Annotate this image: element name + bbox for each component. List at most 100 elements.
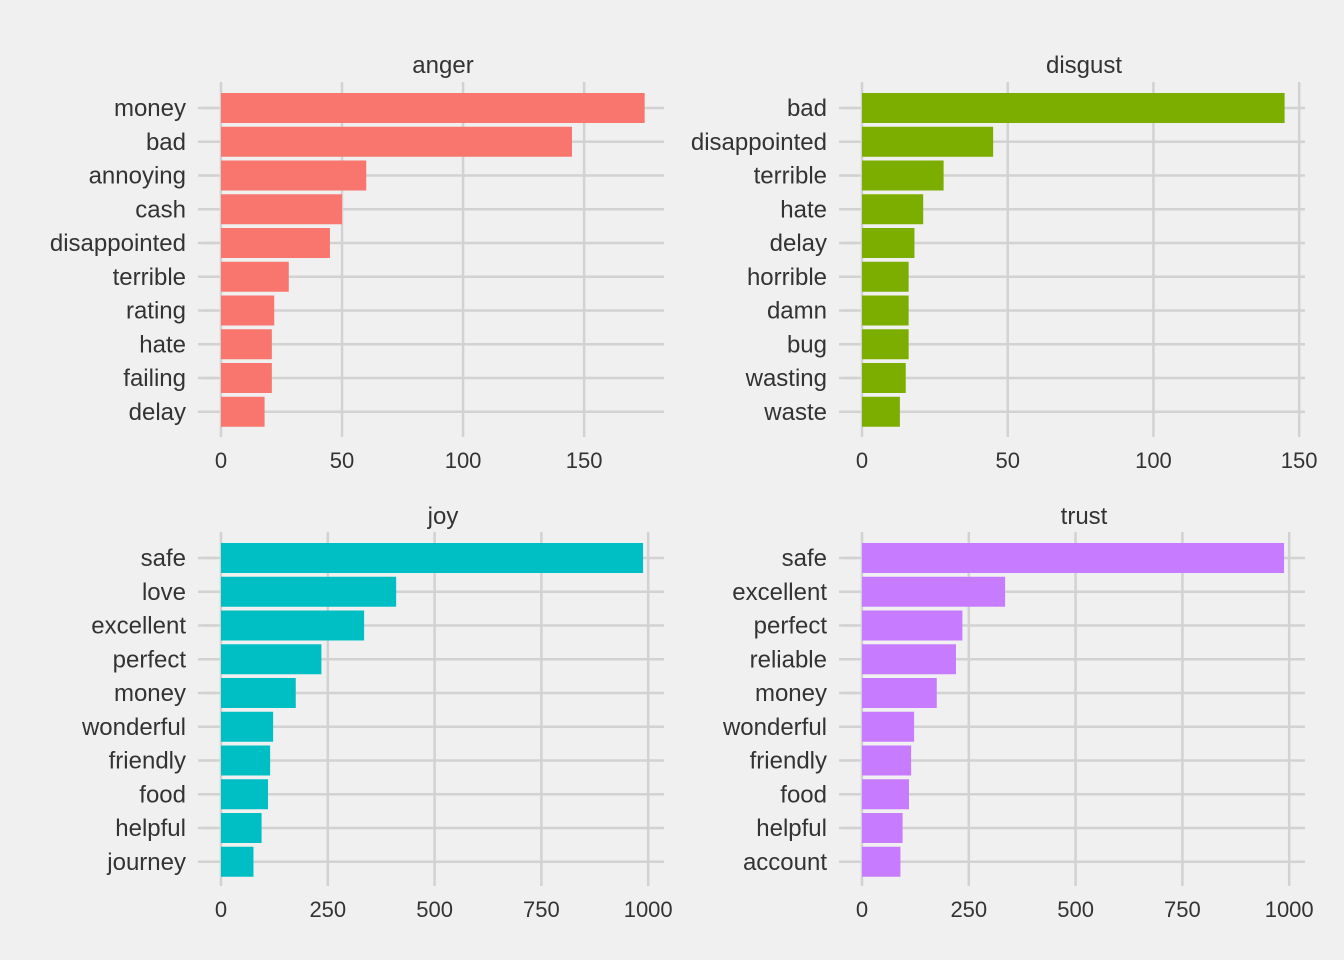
category-label: perfect: [113, 646, 187, 673]
category-label: helpful: [756, 815, 827, 842]
bar-perfect: [862, 610, 963, 641]
bar-wasting: [862, 363, 906, 393]
x-tick-label: 50: [330, 448, 354, 473]
bar-money: [221, 678, 296, 708]
category-label: wonderful: [722, 714, 827, 741]
bar-wonderful: [221, 711, 274, 742]
bar-rating: [221, 295, 275, 326]
category-label: delay: [770, 230, 827, 257]
bar-hate: [862, 194, 924, 225]
x-tick-label: 1000: [1265, 897, 1314, 922]
facet-panel-trust: trust 0 250 500 750 1000 safe excellent perfect r…: [722, 503, 1314, 922]
facet-title: anger: [412, 52, 473, 79]
facet-panel-anger: anger 0 50 100 150 money bad annoying cash disapp…: [50, 52, 664, 473]
bar-safe: [862, 543, 1285, 573]
x-tick-label: 250: [950, 897, 987, 922]
category-label: money: [755, 680, 827, 707]
category-label: bad: [146, 129, 186, 156]
x-tick-label: 0: [856, 448, 868, 473]
category-label: excellent: [91, 613, 186, 640]
category-label: waste: [763, 399, 827, 426]
bar-excellent: [862, 576, 1006, 607]
x-tick-label: 0: [215, 448, 227, 473]
category-label: annoying: [89, 163, 186, 190]
category-label: safe: [141, 545, 186, 572]
category-label: bad: [787, 95, 827, 122]
bar-helpful: [221, 813, 262, 843]
bar-excellent: [221, 610, 365, 641]
bar-failing: [221, 363, 272, 393]
bar-waste: [862, 396, 900, 427]
x-tick-label: 750: [523, 897, 560, 922]
category-label: account: [743, 849, 827, 876]
bar-bad: [862, 93, 1285, 123]
bar-food: [221, 779, 268, 810]
category-label: disappointed: [691, 129, 827, 156]
bar-horrible: [862, 261, 909, 292]
bar-perfect: [221, 644, 322, 675]
category-label: helpful: [115, 815, 186, 842]
x-tick-label: 250: [309, 897, 346, 922]
bar-terrible: [221, 261, 289, 292]
bar-account: [862, 846, 901, 877]
category-label: rating: [126, 298, 186, 325]
category-label: bug: [787, 331, 827, 358]
category-label: reliable: [750, 646, 827, 673]
facet-title: trust: [1061, 503, 1108, 530]
facet-title: joy: [427, 503, 459, 530]
bar-love: [221, 576, 397, 607]
x-tick-label: 500: [416, 897, 453, 922]
category-label: wonderful: [81, 714, 186, 741]
bar-bug: [862, 329, 909, 360]
category-label: terrible: [113, 264, 186, 291]
category-label: terrible: [754, 163, 827, 190]
x-tick-label: 0: [856, 897, 868, 922]
x-tick-label: 0: [215, 897, 227, 922]
facet-panel-joy: joy 0 250 500 750 1000 safe love excellent perfec…: [81, 503, 673, 922]
bar-money: [221, 93, 645, 123]
category-label: food: [780, 781, 827, 808]
bar-friendly: [862, 745, 912, 776]
bar-disappointed: [221, 228, 330, 258]
category-label: wasting: [745, 365, 827, 392]
bar-cash: [221, 194, 343, 225]
x-tick-label: 100: [445, 448, 482, 473]
bar-bad: [221, 126, 573, 157]
facet-panel-disgust: disgust 0 50 100 150 bad disappointed terrible h…: [691, 52, 1318, 473]
category-label: damn: [767, 298, 827, 325]
bar-delay: [862, 228, 915, 258]
category-label: safe: [782, 545, 827, 572]
x-tick-label: 500: [1057, 897, 1094, 922]
category-label: money: [114, 680, 186, 707]
category-label: failing: [123, 365, 186, 392]
category-label: journey: [106, 849, 186, 876]
bar-disappointed: [862, 126, 994, 157]
bar-safe: [221, 543, 644, 573]
bar-wonderful: [862, 711, 915, 742]
category-label: money: [114, 95, 186, 122]
bar-reliable: [862, 644, 956, 675]
category-label: cash: [135, 196, 186, 223]
bar-damn: [862, 295, 909, 326]
bar-helpful: [862, 813, 903, 843]
category-label: delay: [129, 399, 186, 426]
facet-title: disgust: [1046, 52, 1122, 79]
x-tick-label: 150: [1281, 448, 1318, 473]
category-label: hate: [139, 331, 186, 358]
x-tick-label: 750: [1164, 897, 1201, 922]
category-label: excellent: [732, 579, 827, 606]
category-label: perfect: [754, 613, 828, 640]
x-tick-label: 150: [566, 448, 603, 473]
bar-friendly: [221, 745, 271, 776]
bar-food: [862, 779, 909, 810]
bar-money: [862, 678, 937, 708]
bar-delay: [221, 396, 265, 427]
bar-hate: [221, 329, 272, 360]
category-label: friendly: [750, 748, 827, 775]
bar-terrible: [862, 160, 944, 191]
x-tick-label: 1000: [624, 897, 673, 922]
category-label: horrible: [747, 264, 827, 291]
x-tick-label: 50: [995, 448, 1019, 473]
x-tick-label: 100: [1135, 448, 1172, 473]
